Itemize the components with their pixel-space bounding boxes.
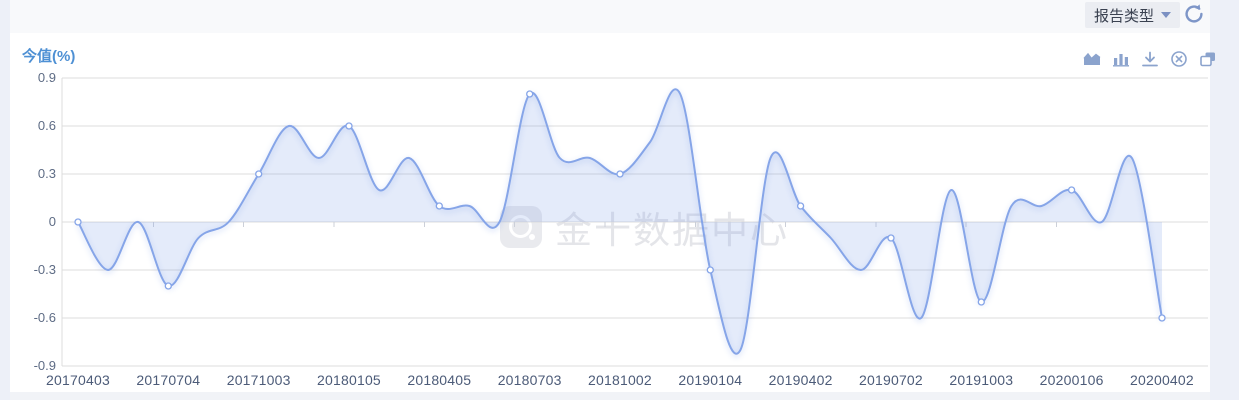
y-axis-label: -0.6 [33,310,56,325]
x-axis-label: 20180405 [407,372,472,388]
jin10-logo-icon [500,206,542,248]
x-axis-label: 20180105 [317,372,381,388]
x-axis-label: 20200402 [1130,372,1194,388]
chart-title: 今值(%) [22,48,76,65]
bar-chart-icon[interactable] [1111,50,1131,68]
x-axis-label: 20170704 [136,372,201,388]
y-axis-label: -0.9 [33,358,56,373]
y-axis-label: 0 [48,214,56,229]
y-axis-label: -0.3 [33,262,56,277]
download-icon[interactable] [1140,50,1160,68]
x-axis-label: 20200106 [1039,372,1104,388]
x-axis-label: 20190402 [768,372,833,388]
header-bar [10,0,1210,33]
page-background-right [1210,0,1239,400]
y-axis-label: 0.9 [37,70,56,85]
chevron-down-icon [1161,12,1172,18]
page-background-bottom [10,392,1210,400]
refresh-button[interactable] [1183,3,1205,25]
report-type-label: 报告类型 [1094,7,1155,25]
x-axis-label: 20171003 [226,372,291,388]
refresh-icon [1185,4,1203,23]
x-axis-label: 20181002 [588,372,652,388]
y-axis-label: 0.3 [37,166,56,181]
copy-icon[interactable] [1198,50,1218,68]
watermark: 金十数据中心 [500,200,789,254]
page-background-left [0,0,10,400]
x-axis-label: 20191003 [949,372,1014,388]
x-axis-label: 20190702 [859,372,923,388]
close-icon[interactable] [1169,50,1189,68]
watermark-text: 金十数据中心 [555,210,789,251]
report-type-dropdown[interactable]: 报告类型 [1085,2,1181,28]
y-axis-label: 0.6 [37,118,56,133]
chart-toolbox [1082,50,1218,68]
x-axis-label: 20190104 [678,372,743,388]
x-axis-label: 20180703 [497,372,562,388]
x-axis-label: 20170403 [46,372,110,388]
area-chart-icon[interactable] [1082,50,1102,68]
